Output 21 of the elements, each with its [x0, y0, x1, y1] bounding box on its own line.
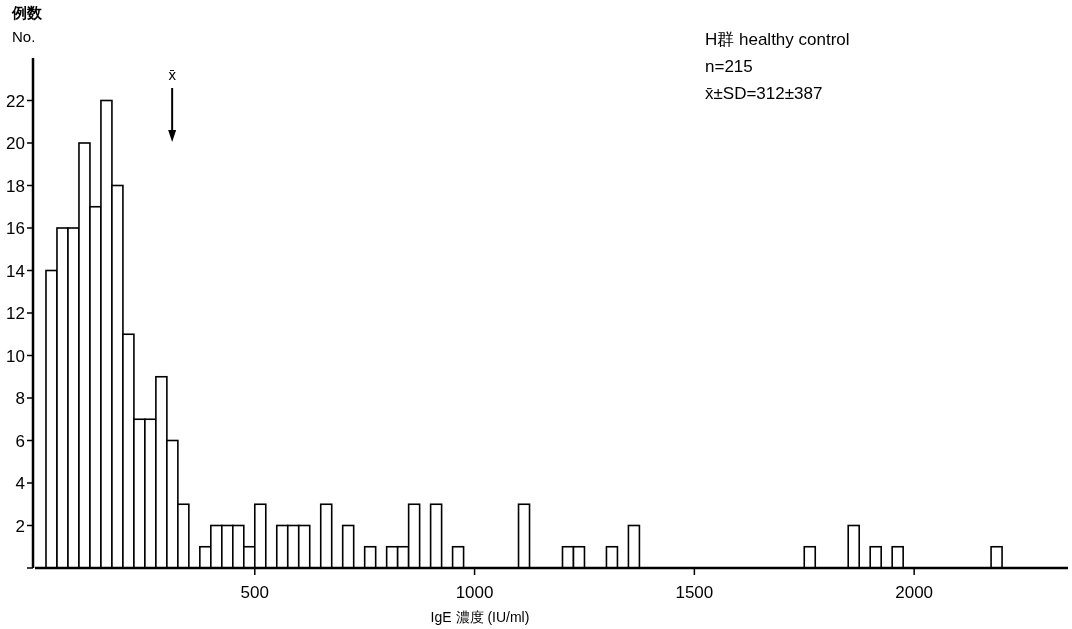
x-tick-label: 1500	[675, 583, 714, 602]
y-axis-title: 例数 No.	[11, 4, 43, 45]
y-tick-label: 4	[15, 474, 25, 493]
y-tick-label: 14	[6, 261, 25, 281]
annotation: x̄±SD=312±387	[705, 84, 823, 103]
y-tick-label: 12	[6, 304, 25, 323]
x-tick-label: 2000	[895, 583, 934, 602]
y-tick-label: 20	[6, 134, 25, 153]
x-tick-label: 1000	[455, 583, 494, 602]
y-tick-label: 10	[6, 346, 25, 366]
y-tick-label: 8	[15, 389, 25, 408]
y-tick-label: 16	[6, 219, 25, 238]
x-axis-title: IgE 濃度 (IU/ml)	[430, 609, 530, 625]
y-tick-label: 22	[6, 91, 25, 111]
text: H群 healthy control	[705, 30, 850, 49]
annotation: n=215	[705, 57, 753, 76]
y-tick-label: 6	[15, 431, 25, 451]
ref-line-label: x̄	[168, 66, 177, 83]
y-tick-label: 2	[15, 516, 25, 536]
x-tick-label: 500	[240, 583, 269, 602]
y-tick-label: 18	[6, 176, 25, 196]
